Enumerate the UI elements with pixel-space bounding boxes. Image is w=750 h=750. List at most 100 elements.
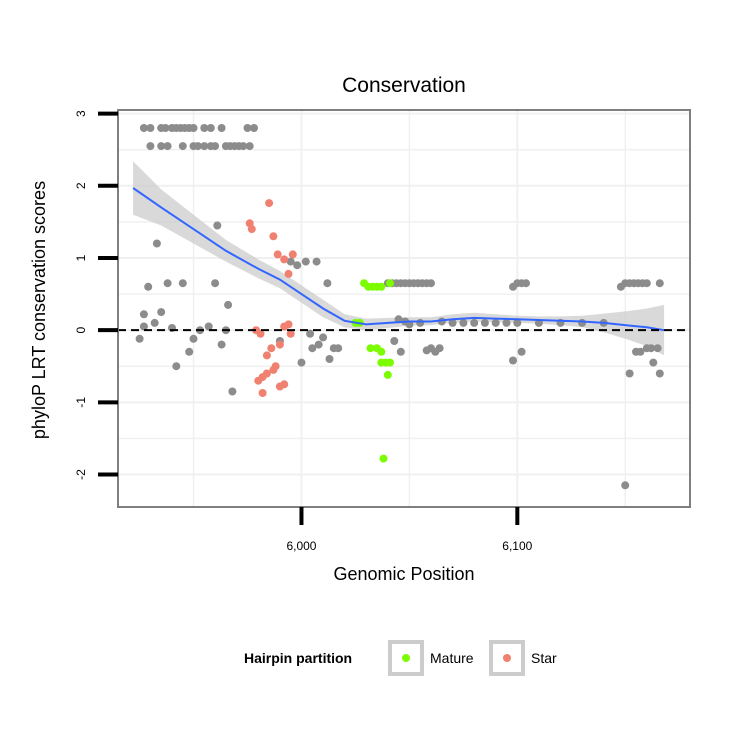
data-point-other xyxy=(239,142,248,151)
data-point-mature xyxy=(379,454,388,463)
data-point-other xyxy=(211,279,220,288)
data-point-mature xyxy=(377,282,386,291)
data-point-other xyxy=(642,279,651,288)
series-other xyxy=(135,124,664,490)
data-point-other xyxy=(653,344,662,353)
data-point-other xyxy=(513,318,522,327)
legend-title: Hairpin partition xyxy=(244,650,352,666)
data-point-star xyxy=(284,320,293,329)
data-point-other xyxy=(217,124,226,132)
data-point-other xyxy=(224,300,233,309)
data-point-other xyxy=(217,340,226,349)
data-point-other xyxy=(189,334,198,343)
data-point-other xyxy=(621,481,630,490)
data-point-other xyxy=(509,356,517,365)
data-point-other xyxy=(297,358,306,367)
legend-label-mature: Mature xyxy=(430,650,474,666)
data-point-other xyxy=(185,347,194,356)
data-point-other xyxy=(250,124,258,132)
x-tick-label: 6,000 xyxy=(286,539,316,553)
series-star xyxy=(245,199,297,397)
data-point-other xyxy=(146,142,155,151)
data-point-other xyxy=(306,329,315,338)
data-point-other xyxy=(286,257,295,266)
data-point-other xyxy=(319,333,328,342)
data-point-other xyxy=(578,318,587,327)
data-point-other xyxy=(301,257,310,266)
data-point-other xyxy=(636,347,645,356)
data-point-other xyxy=(390,337,399,345)
data-point-other xyxy=(448,318,457,327)
data-point-other xyxy=(502,318,511,327)
data-point-other xyxy=(213,221,222,230)
data-point-other xyxy=(135,334,144,343)
data-point-other xyxy=(211,142,220,151)
plot-area: -2 -1 0 1 2 3 6,000 6,100 xyxy=(74,109,691,553)
legend: Hairpin partition Mature Star xyxy=(244,640,557,676)
data-point-star xyxy=(275,340,284,349)
data-point-other xyxy=(178,279,187,288)
panel-border xyxy=(117,109,691,508)
data-point-other xyxy=(312,257,321,266)
data-point-mature xyxy=(383,370,392,379)
data-point-other xyxy=(200,142,209,151)
data-point-other xyxy=(178,142,187,151)
data-point-other xyxy=(435,344,444,353)
data-point-other xyxy=(459,318,468,327)
chart-title: Conservation xyxy=(342,74,466,97)
data-point-other xyxy=(204,322,213,331)
y-tick-label: 3 xyxy=(74,110,88,117)
data-point-star xyxy=(256,329,265,338)
data-point-other xyxy=(150,318,159,327)
data-point-mature xyxy=(386,279,394,288)
data-point-mature xyxy=(377,347,386,356)
data-point-star xyxy=(288,250,297,259)
data-point-other xyxy=(480,318,489,327)
data-point-other xyxy=(152,239,161,248)
data-point-other xyxy=(161,124,170,132)
y-tick-label: 1 xyxy=(74,254,88,261)
data-point-other xyxy=(325,355,334,363)
y-tick-label: 0 xyxy=(74,326,88,333)
data-point-other xyxy=(396,347,405,356)
data-point-other xyxy=(163,142,172,151)
data-point-other xyxy=(427,279,435,288)
data-point-star xyxy=(258,389,267,397)
data-point-other xyxy=(172,362,181,371)
data-point-other xyxy=(655,369,664,378)
legend-dot-mature xyxy=(402,654,410,662)
data-point-star xyxy=(286,329,295,338)
y-tick-label: 2 xyxy=(74,182,88,189)
data-point-other xyxy=(314,340,323,349)
data-point-other xyxy=(470,318,479,327)
series-mature xyxy=(351,279,394,463)
data-point-star xyxy=(247,225,256,234)
data-point-mature xyxy=(386,358,394,367)
data-point-other xyxy=(206,124,215,132)
y-axis-title: phyloP LRT conservation scores xyxy=(29,181,49,439)
data-point-other xyxy=(245,142,254,151)
data-point-other xyxy=(193,142,202,151)
x-axis-title: Genomic Position xyxy=(333,564,474,584)
data-point-other xyxy=(144,282,153,291)
data-point-other xyxy=(334,344,343,353)
smooth-line xyxy=(132,187,665,332)
x-tick-label: 6,100 xyxy=(502,539,532,553)
data-point-other xyxy=(200,124,209,132)
legend-label-star: Star xyxy=(531,650,557,666)
data-point-star xyxy=(267,344,276,353)
data-point-other xyxy=(189,124,198,132)
data-point-star xyxy=(262,351,271,360)
data-point-other xyxy=(157,308,166,317)
data-point-other xyxy=(625,369,634,378)
data-point-other xyxy=(517,347,526,356)
data-point-star xyxy=(280,255,289,264)
data-point-other xyxy=(293,261,302,270)
y-tick-label: -2 xyxy=(74,469,88,480)
data-point-other xyxy=(323,279,332,288)
data-point-other xyxy=(139,124,148,132)
data-point-other xyxy=(157,142,166,151)
data-point-other xyxy=(139,322,148,331)
data-point-other xyxy=(416,318,425,327)
data-point-star xyxy=(269,365,278,374)
